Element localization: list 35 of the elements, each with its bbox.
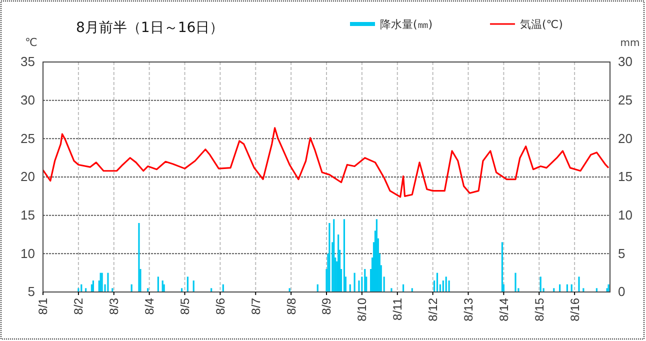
chart-title: 8月前半（1日～16日） xyxy=(76,20,224,36)
x-tick-label: 8/14 xyxy=(496,298,511,322)
x-tick-label: 8/9 xyxy=(320,298,334,315)
y2-tick-label: 0 xyxy=(618,284,626,300)
y2-tick-label: 10 xyxy=(618,207,632,222)
x-tick-label: 8/12 xyxy=(426,298,440,322)
x-tick-label: 8/7 xyxy=(248,298,263,315)
y-tick-label: 35 xyxy=(20,54,35,70)
legend-label: 気温(℃) xyxy=(520,18,563,31)
y-tick-label: 15 xyxy=(20,207,35,222)
y2-tick-label: 20 xyxy=(618,130,632,146)
legend-label: 降水量(㎜) xyxy=(380,18,433,31)
y-tick-label: 25 xyxy=(20,130,35,146)
y-tick-label: 5 xyxy=(28,284,35,300)
x-tick-label: 8/4 xyxy=(142,298,157,315)
x-tick-label: 8/11 xyxy=(390,298,405,320)
y-tick-label: 10 xyxy=(20,246,35,261)
x-tick-label: 8/2 xyxy=(72,298,86,315)
x-tick-label: 8/1 xyxy=(36,298,50,315)
y-tick-label: 30 xyxy=(20,92,35,108)
y2-tick-label: 25 xyxy=(618,92,632,108)
x-tick-label: 8/10 xyxy=(355,298,370,322)
x-tick-label: 8/6 xyxy=(213,298,228,315)
x-tick-label: 8/3 xyxy=(107,298,122,315)
x-tick-label: 8/16 xyxy=(568,298,582,322)
y2-axis-title: mm xyxy=(620,38,640,49)
x-tick-label: 8/13 xyxy=(461,298,476,322)
x-tick-label: 8/5 xyxy=(178,298,192,315)
y-tick-label: 20 xyxy=(20,169,35,184)
x-tick-label: 8/15 xyxy=(532,298,546,322)
y2-tick-label: 15 xyxy=(618,169,632,184)
y2-tick-label: 5 xyxy=(618,246,626,261)
x-tick-label: 8/8 xyxy=(284,298,298,315)
y-axis-title: ℃ xyxy=(25,36,38,49)
y2-tick-label: 30 xyxy=(618,54,632,70)
